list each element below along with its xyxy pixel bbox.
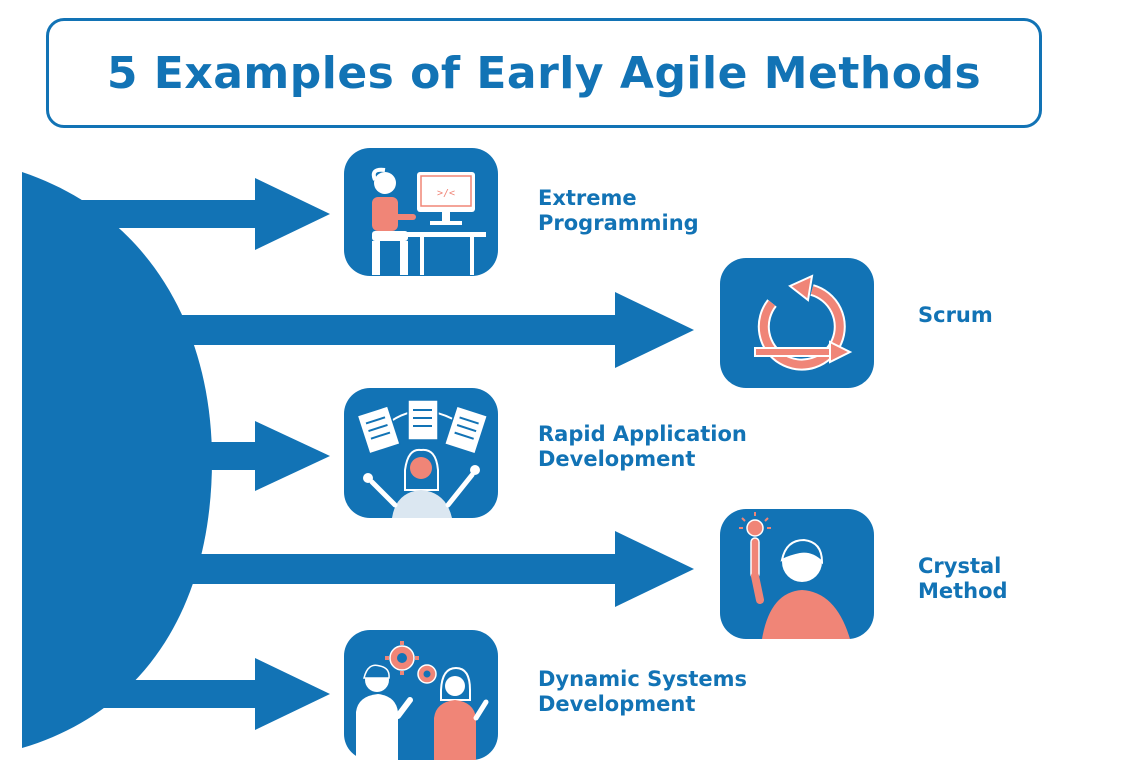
scrum-cycle-icon xyxy=(720,258,874,388)
method-label-crystal-method: Crystal Method xyxy=(918,554,1008,604)
person-with-documents-icon xyxy=(344,388,498,518)
method-label-dynamic-systems-development: Dynamic Systems Development xyxy=(538,667,747,717)
method-label-line1: Scrum xyxy=(918,303,993,328)
method-label-scrum: Scrum xyxy=(918,303,993,328)
method-label-extreme-programming: Extreme Programming xyxy=(538,186,699,236)
method-label-line2: Method xyxy=(918,579,1008,604)
method-label-line2: Development xyxy=(538,447,747,472)
method-label-line1: Extreme xyxy=(538,186,699,211)
arrow-2 xyxy=(120,292,694,368)
idea-lightbulb-icon xyxy=(720,509,874,639)
arrow-4 xyxy=(120,531,694,607)
method-label-line1: Dynamic Systems xyxy=(538,667,747,692)
svg-text:>/<: >/< xyxy=(437,188,455,199)
team-with-gears-icon xyxy=(344,630,498,760)
method-label-line2: Development xyxy=(538,692,747,717)
method-label-line2: Programming xyxy=(538,211,699,236)
method-label-line1: Rapid Application xyxy=(538,422,747,447)
method-label-rapid-application-development: Rapid Application Development xyxy=(538,422,747,472)
method-label-line1: Crystal xyxy=(918,554,1008,579)
developer-at-computer-icon: >/< xyxy=(344,148,498,276)
